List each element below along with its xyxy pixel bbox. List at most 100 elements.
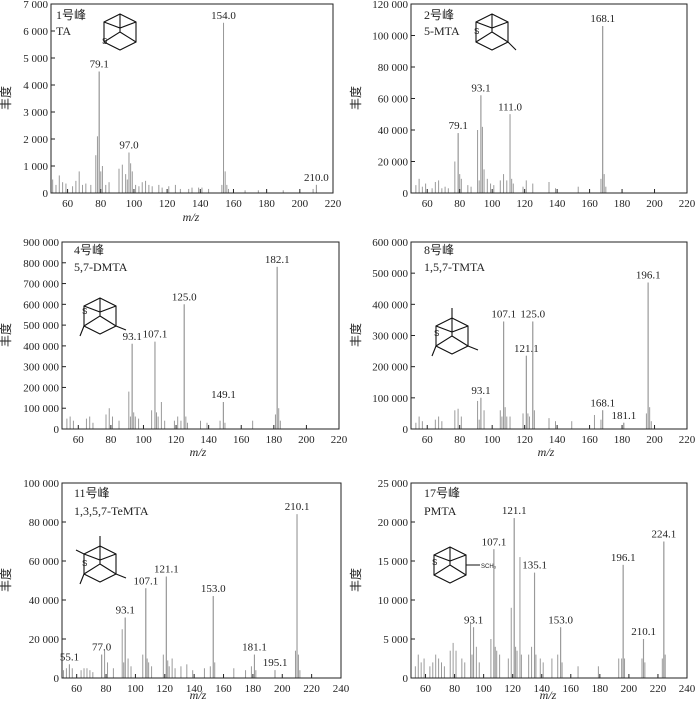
x-tick-label: 200 bbox=[646, 434, 663, 446]
y-tick-label: 60 000 bbox=[29, 556, 60, 568]
y-tick-label: 3 000 bbox=[23, 107, 48, 119]
y-tick-label: 80 000 bbox=[378, 62, 409, 74]
y-tick-label: 100 000 bbox=[372, 393, 408, 405]
plot-frame bbox=[50, 3, 334, 194]
peak-mz-label: 79.1 bbox=[449, 120, 468, 132]
peak-mz-label: 135.1 bbox=[522, 560, 547, 572]
svg-text:SCH₃: SCH₃ bbox=[481, 564, 497, 570]
y-tick-label: 100 000 bbox=[372, 31, 408, 43]
panel-peak-label: 2号峰 bbox=[424, 8, 454, 22]
molecule-structure-icon: S bbox=[79, 297, 127, 337]
peak-mz-label: 77.0 bbox=[92, 642, 112, 654]
molecule-structure-icon: S SCH₃ bbox=[432, 546, 497, 584]
y-tick-label: 700 000 bbox=[23, 279, 59, 291]
x-axis-label: m/z bbox=[540, 688, 557, 702]
x-tick-label: 60 bbox=[62, 198, 74, 210]
panel-peak-label: 8号峰 bbox=[424, 243, 454, 257]
peak-mz-label: 93.1 bbox=[123, 331, 142, 343]
x-tick-label: 120 bbox=[516, 198, 533, 210]
y-tick-label: 80 000 bbox=[29, 517, 60, 529]
peak-mz-label: 195.1 bbox=[263, 657, 288, 669]
panel-4-5-7-dmta: 93.1 107.1 125.0 149.1 182.1 60 80 100 120 140 160… bbox=[0, 237, 348, 459]
y-tick-label: 400 000 bbox=[23, 341, 59, 353]
y-axis-label: 丰度 bbox=[0, 323, 13, 347]
x-tick-label: 160 bbox=[581, 434, 598, 446]
peak-mz-label: 196.1 bbox=[636, 270, 661, 282]
panel-compound-label: PMTA bbox=[424, 504, 457, 518]
peak-mz-label: 55.1 bbox=[60, 651, 79, 663]
x-tick-label: 80 bbox=[101, 683, 113, 695]
x-tick-label: 100 bbox=[135, 434, 152, 446]
x-tick-label: 140 bbox=[186, 683, 203, 695]
y-tick-label: 900 000 bbox=[23, 237, 59, 249]
molecule-structure-icon: S bbox=[474, 13, 517, 51]
panel-peak-label: 1号峰 bbox=[56, 8, 86, 22]
plot-frame bbox=[61, 241, 340, 430]
panel-2-5-mta: 79.1 93.1 111.0 168.1 60 80 100 120 140 160 180 200… bbox=[348, 0, 696, 210]
peak-mz-label: 149.1 bbox=[211, 389, 236, 401]
x-tick-label: 180 bbox=[245, 683, 262, 695]
peak-mz-label: 196.1 bbox=[611, 552, 636, 564]
peak-mz-label: 125.0 bbox=[172, 291, 197, 303]
x-tick-label: 80 bbox=[95, 198, 107, 210]
x-tick-label: 60 bbox=[73, 434, 85, 446]
x-tick-label: 60 bbox=[420, 683, 432, 695]
y-tick-label: 10 000 bbox=[378, 595, 409, 607]
x-tick-label: 220 bbox=[679, 198, 696, 210]
x-tick-label: 140 bbox=[549, 434, 566, 446]
x-tick-label: 120 bbox=[159, 198, 176, 210]
y-tick-label: 800 000 bbox=[23, 258, 59, 270]
y-tick-label: 6 000 bbox=[23, 26, 48, 38]
y-tick-label: 4 000 bbox=[23, 80, 48, 92]
peak-mz-label: 121.1 bbox=[514, 343, 539, 355]
panel-compound-label: 1,3,5,7-TeMTA bbox=[74, 504, 149, 518]
peak-mz-label: 210.1 bbox=[631, 626, 656, 638]
x-tick-label: 220 bbox=[325, 198, 342, 210]
y-tick-label: 60 000 bbox=[378, 94, 409, 106]
x-tick-label: 60 bbox=[422, 198, 434, 210]
y-tick-label: 40 000 bbox=[378, 125, 409, 137]
plot-frame bbox=[410, 482, 688, 679]
peak-mz-label: 121.1 bbox=[154, 564, 179, 576]
y-tick-label: 0 bbox=[403, 673, 409, 685]
y-tick-label: 7 000 bbox=[23, 0, 48, 11]
y-tick-label: 500 000 bbox=[372, 268, 408, 280]
panel-peak-label: 4号峰 bbox=[74, 243, 104, 257]
y-axis-label: 丰度 bbox=[348, 323, 363, 347]
panel-compound-label: 5-MTA bbox=[424, 24, 460, 38]
y-tick-label: 100 000 bbox=[23, 403, 59, 415]
peak-mz-label: 125.0 bbox=[520, 308, 545, 320]
y-tick-label: 20 000 bbox=[29, 634, 60, 646]
x-tick-label: 100 bbox=[126, 198, 143, 210]
molecule-structure-icon: S bbox=[75, 536, 127, 585]
peak-mz-label: 210.1 bbox=[285, 501, 310, 513]
peak-mz-label: 182.1 bbox=[265, 254, 290, 266]
panel-compound-label: 5,7-DMTA bbox=[74, 260, 128, 274]
peak-mz-label: 107.1 bbox=[482, 536, 507, 548]
x-tick-label: 80 bbox=[454, 198, 466, 210]
x-tick-label: 60 bbox=[422, 434, 434, 446]
panel-peak-label: 11号峰 bbox=[74, 486, 110, 500]
x-tick-label: 140 bbox=[533, 683, 550, 695]
x-tick-label: 180 bbox=[592, 683, 609, 695]
peak-mz-label: 181.1 bbox=[242, 642, 267, 654]
x-tick-label: 220 bbox=[331, 434, 348, 446]
y-tick-label: 200 000 bbox=[23, 382, 59, 394]
x-tick-label: 180 bbox=[614, 198, 631, 210]
x-tick-label: 140 bbox=[192, 198, 209, 210]
svg-text:S: S bbox=[434, 329, 439, 338]
x-tick-label: 240 bbox=[333, 683, 350, 695]
x-tick-label: 80 bbox=[449, 683, 461, 695]
peak-mz-label: 79.1 bbox=[90, 59, 109, 71]
peak-mz-label: 93.1 bbox=[464, 614, 483, 626]
peak-mz-label: 153.0 bbox=[201, 583, 226, 595]
y-tick-label: 600 000 bbox=[23, 299, 59, 311]
peak-mz-label: 121.1 bbox=[502, 505, 527, 517]
y-tick-label: 0 bbox=[403, 424, 409, 436]
x-tick-label: 120 bbox=[504, 683, 521, 695]
x-tick-label: 140 bbox=[549, 198, 566, 210]
peak-mz-label: 224.1 bbox=[652, 529, 677, 541]
x-tick-label: 160 bbox=[233, 434, 250, 446]
